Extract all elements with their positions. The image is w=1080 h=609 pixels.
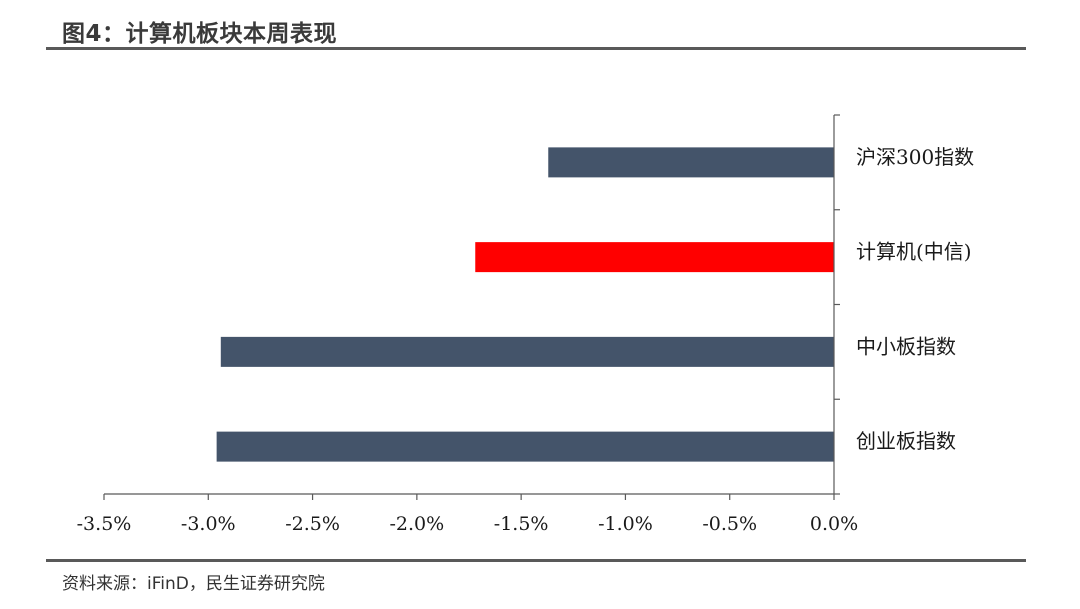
bar: [216, 431, 835, 462]
value-tick-label: -3.5%: [77, 513, 132, 535]
category-label: 中小板指数: [856, 334, 956, 358]
category-label: 创业板指数: [856, 429, 956, 453]
value-tick-label: -2.5%: [285, 513, 340, 535]
source-note: 资料来源：iFinD，民生证券研究院: [62, 574, 325, 594]
value-tick-label: 0.0%: [810, 513, 858, 535]
figure-title: 图4：计算机板块本周表现: [62, 21, 338, 47]
value-tick-label: -1.5%: [494, 513, 549, 535]
footer-rule: [46, 559, 1026, 562]
bar: [548, 147, 834, 178]
category-label: 沪深300指数: [856, 145, 974, 169]
bar: [475, 242, 834, 273]
value-tick-label: -2.0%: [390, 513, 445, 535]
category-label: 计算机(中信): [856, 240, 972, 264]
title-rule: [46, 47, 1026, 50]
bar: [220, 336, 835, 367]
value-tick-label: -1.0%: [598, 513, 653, 535]
value-tick-label: -3.0%: [181, 513, 236, 535]
value-tick-label: -0.5%: [702, 513, 757, 535]
